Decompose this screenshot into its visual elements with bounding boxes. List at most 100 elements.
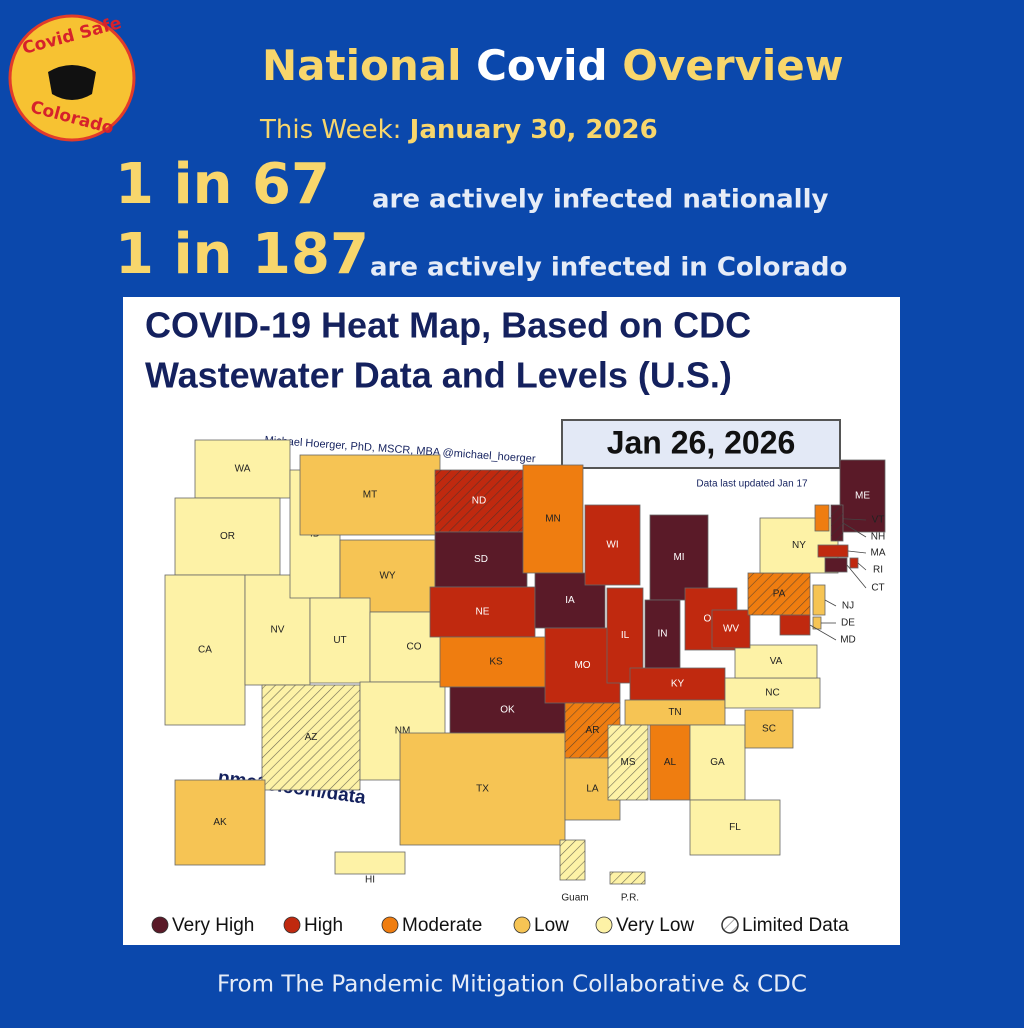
- legend-swatch: [283, 916, 301, 934]
- state-label: AZ: [305, 732, 318, 743]
- week: This Week: January 30, 2026: [259, 115, 658, 145]
- limited-hatch: [560, 840, 585, 880]
- state-label: MN: [545, 514, 561, 525]
- footer: From The Pandemic Mitigation Collaborati…: [217, 972, 807, 998]
- legend: Very High High Moderate Low Very Low Limited …: [151, 915, 849, 936]
- stat-ratio: 1 in 187: [115, 222, 369, 287]
- date-box: [561, 419, 841, 469]
- state: [309, 597, 371, 684]
- state-label: CO: [407, 642, 422, 653]
- state-label: GA: [710, 757, 725, 768]
- state-label: ND: [472, 496, 486, 507]
- state-label: MD: [840, 635, 856, 646]
- leader-line: [824, 599, 837, 607]
- legend-swatch: [513, 916, 531, 934]
- limited-hatch: [831, 505, 843, 541]
- leader-line: [846, 564, 867, 589]
- state-label: IN: [658, 629, 668, 640]
- state: [606, 587, 644, 684]
- state-label: VT: [872, 515, 885, 526]
- state: [399, 732, 566, 846]
- state-label: IA: [565, 595, 575, 606]
- leader-line: [842, 522, 867, 538]
- leader-line: [809, 624, 837, 641]
- state-label: RI: [873, 565, 883, 576]
- stat-ratio: 1 in 67: [115, 152, 330, 217]
- state-label: WY: [379, 571, 395, 582]
- logo: Covid Safe Colorado: [8, 13, 136, 142]
- state-label: MA: [871, 548, 886, 559]
- state: [689, 724, 746, 801]
- stat-text: are actively infected nationally: [372, 185, 828, 215]
- legend-label: Moderate: [402, 915, 482, 936]
- state: [649, 514, 709, 601]
- limited-hatch: [262, 685, 360, 790]
- state-label: AL: [664, 757, 677, 768]
- state-label: LA: [586, 784, 599, 795]
- state-label: HI: [365, 875, 375, 886]
- title: National Covid Overview: [262, 41, 844, 90]
- state-label: OK: [500, 705, 515, 716]
- state-label: NV: [271, 625, 285, 636]
- title-part: Overview: [622, 41, 843, 90]
- state: [711, 609, 751, 649]
- state: [649, 724, 691, 801]
- state-label: IL: [621, 630, 630, 641]
- state-label: KS: [489, 657, 503, 668]
- state: [194, 439, 291, 499]
- state-label: NY: [792, 540, 806, 551]
- state-label: OR: [220, 531, 235, 542]
- legend-label: High: [304, 915, 343, 936]
- week-date: January 30, 2026: [408, 115, 658, 145]
- state-label: FL: [729, 822, 741, 833]
- state-label: CA: [198, 645, 212, 656]
- state-label: NH: [871, 532, 885, 543]
- limited-hatch: [748, 573, 810, 615]
- limited-hatch: [608, 725, 648, 800]
- legend-swatch: [381, 916, 399, 934]
- map-updated: Data last updated Jan 17: [696, 479, 808, 490]
- state: [849, 557, 859, 569]
- state-label: MI: [673, 552, 684, 563]
- state-label: VA: [770, 656, 783, 667]
- state-label: NE: [476, 607, 490, 618]
- state: [174, 779, 266, 866]
- map-title: COVID-19 Heat Map, Based on CDC: [145, 305, 751, 346]
- state: [174, 497, 281, 576]
- state: [429, 586, 536, 638]
- state: [164, 574, 246, 726]
- legend-label: Low: [534, 915, 569, 936]
- state: [779, 614, 811, 636]
- map-title: Wastewater Data and Levels (U.S.): [145, 355, 732, 396]
- state-label: NJ: [842, 601, 854, 612]
- legend-label: Very Low: [616, 915, 694, 936]
- state-label: DE: [841, 618, 855, 629]
- state-label: OH: [704, 614, 719, 625]
- state-label: SD: [474, 554, 488, 565]
- legend-swatch: [595, 916, 613, 934]
- leader-line: [857, 562, 867, 571]
- leader-line: [847, 550, 867, 554]
- state-label: SC: [762, 724, 776, 735]
- legend-label: Very High: [172, 915, 254, 936]
- limited-hatch: [435, 470, 523, 532]
- state-label: MS: [621, 757, 636, 768]
- state: [817, 544, 849, 558]
- title-part: National: [262, 41, 461, 90]
- state: [434, 531, 528, 588]
- stat-text: are actively infected in Colorado: [370, 253, 847, 283]
- state: [744, 709, 794, 749]
- state-label: NC: [765, 688, 779, 699]
- state-label: UT: [333, 635, 346, 646]
- legend-swatch: [721, 916, 739, 934]
- state-label: KY: [671, 679, 685, 690]
- state-label: TX: [476, 784, 489, 795]
- limited-hatch: [610, 872, 645, 884]
- week-label: This Week:: [259, 115, 401, 145]
- state: [334, 851, 406, 875]
- state-label: NM: [395, 726, 411, 737]
- state-label: WI: [606, 540, 618, 551]
- title-part: Covid: [476, 41, 608, 90]
